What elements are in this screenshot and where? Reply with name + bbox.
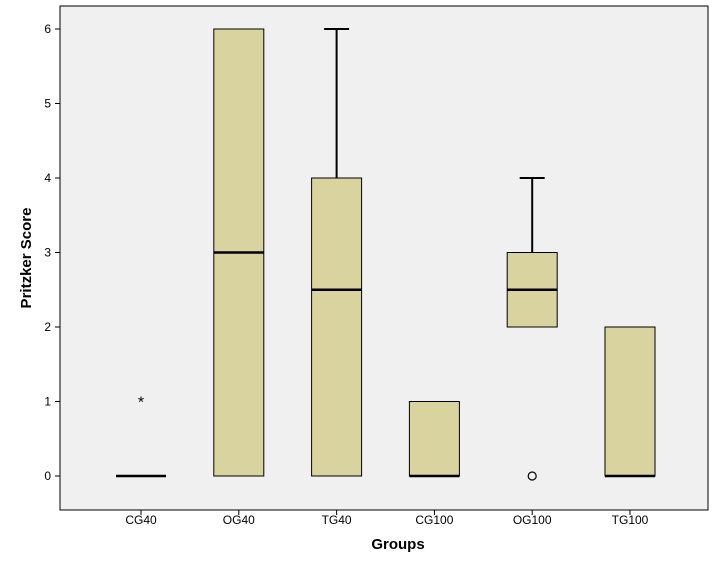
x-tick-label: OG100 <box>513 513 552 527</box>
y-tick-label: 4 <box>44 171 51 185</box>
box-body <box>408 401 460 477</box>
box-body <box>311 177 363 477</box>
x-tick-label: TG100 <box>612 513 649 527</box>
y-tick-label: 6 <box>44 22 51 36</box>
y-tick-label: 2 <box>44 320 51 334</box>
y-axis: 0 1 2 3 4 5 6 <box>44 22 60 483</box>
box-series: * <box>116 28 656 481</box>
box-cg100 <box>408 401 460 478</box>
x-axis: CG40 OG40 TG40 CG100 OG100 TG100 <box>125 510 649 527</box>
y-axis-title: Pritzker Score <box>18 208 35 309</box>
box-cg40: * <box>116 395 166 478</box>
box-og100 <box>506 177 558 481</box>
y-tick-label: 0 <box>44 469 51 483</box>
y-tick-label: 1 <box>44 395 51 409</box>
outlier-point <box>527 471 537 481</box>
x-tick-label: CG40 <box>125 513 157 527</box>
y-tick-label: 5 <box>44 97 51 111</box>
extreme-point: * <box>138 395 144 412</box>
box-og40 <box>213 28 265 477</box>
x-tick-label: OG40 <box>223 513 255 527</box>
x-tick-label: TG40 <box>322 513 352 527</box>
box-body <box>604 326 656 477</box>
box-tg100 <box>604 326 656 478</box>
y-tick-label: 3 <box>44 246 51 260</box>
x-axis-title: Groups <box>371 536 424 553</box>
plot-area <box>59 5 709 511</box>
x-tick-label: CG100 <box>415 513 453 527</box>
box-tg40 <box>311 28 363 477</box>
